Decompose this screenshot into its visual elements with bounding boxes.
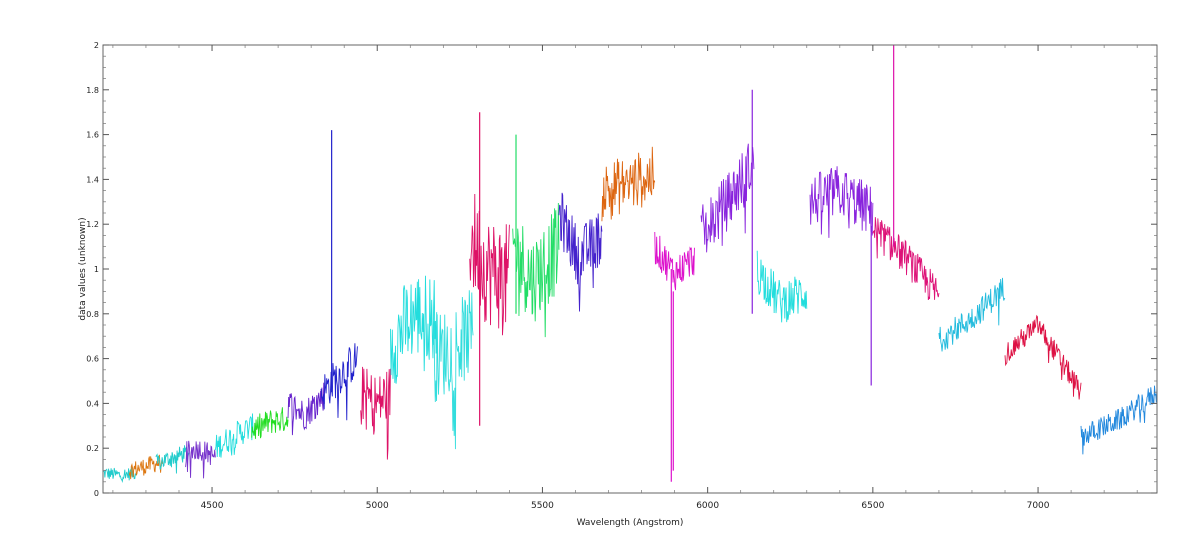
- spectrum-segment-11: [432, 290, 474, 450]
- x-tick-label: 5500: [531, 501, 554, 511]
- y-tick-label: 1.6: [86, 131, 99, 140]
- spectrum-segment-2: [128, 454, 163, 480]
- spectrum-segment-15: [601, 146, 656, 222]
- spectrum-segment-7: [287, 382, 325, 436]
- spectrum-segment-19: [809, 166, 874, 238]
- x-tick-label: 7000: [1027, 501, 1050, 511]
- y-tick-label: 1.4: [86, 175, 99, 184]
- y-tick-label: 0: [94, 489, 99, 498]
- spectrum-segment-22: [1004, 314, 1082, 400]
- plot-area: [103, 45, 1157, 484]
- spectrum-segment-21: [938, 277, 1006, 352]
- x-axis: 4500 5000 5500 6000 6500 7000: [112, 45, 1138, 511]
- y-tick-label: 0.8: [86, 310, 99, 319]
- spectrum-segment-3: [155, 445, 190, 474]
- spectrum-segment-6: [251, 407, 289, 439]
- y-tick-label: 0.2: [86, 444, 99, 453]
- spectrum-segment-9: [360, 366, 391, 460]
- x-tick-label: 6500: [861, 501, 884, 511]
- spectrum-segment-5: [214, 413, 256, 458]
- spectrum-segment-20: [872, 217, 940, 301]
- spectrum-segment-17: [700, 143, 755, 253]
- y-tick-label: 1.8: [86, 86, 99, 95]
- spectrum-segment-18: [756, 250, 808, 323]
- y-axis-label: data values (unknown): [78, 217, 88, 320]
- y-axis: 0 0.2 0.4 0.6 0.8 1 1.2 1.4 1.6 1.8 2: [86, 41, 1157, 498]
- y-tick-label: 0.6: [86, 355, 99, 364]
- x-tick-label: 5000: [366, 501, 389, 511]
- spectrum-segment-13: [512, 203, 560, 338]
- x-tick-label: 6000: [696, 501, 719, 511]
- spectrum-segment-10: [390, 275, 438, 384]
- spectrum-segment-1: [103, 466, 137, 484]
- spectrum-segment-23: [1080, 385, 1157, 455]
- spectrum-segment-12: [469, 193, 510, 336]
- spectrum-segment-4: [185, 440, 216, 479]
- x-tick-label: 4500: [201, 501, 224, 511]
- y-tick-label: 1: [94, 265, 99, 274]
- x-axis-label: Wavelength (Angstrom): [577, 518, 684, 528]
- y-tick-label: 2: [94, 41, 99, 50]
- y-tick-label: 0.4: [86, 399, 99, 408]
- spectrum-segment-16: [654, 231, 695, 291]
- spectrum-segment-14: [558, 192, 603, 312]
- y-tick-label: 1.2: [86, 220, 99, 229]
- spectrum-segment-8: [320, 343, 358, 421]
